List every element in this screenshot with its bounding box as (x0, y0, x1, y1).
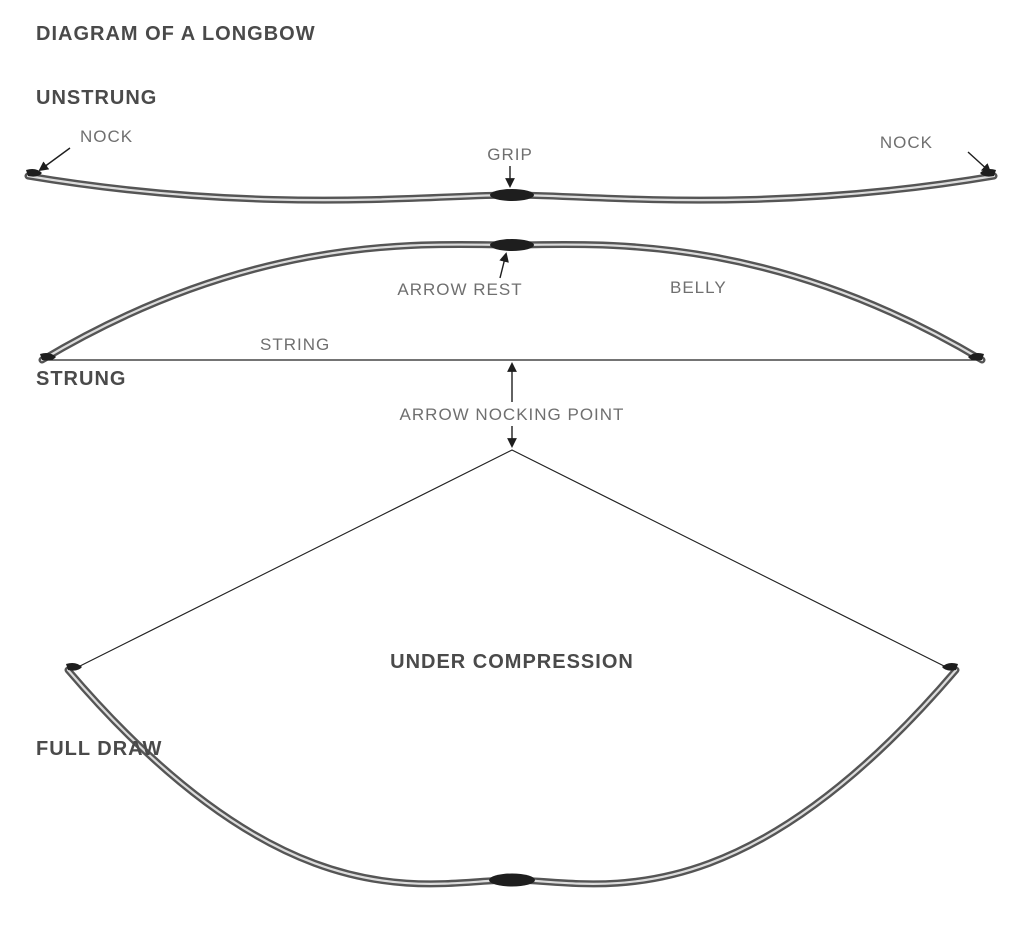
section-unstrung: UNSTRUNG (36, 87, 157, 109)
label-nock-right: NOCK (880, 133, 933, 152)
section-strung: STRUNG (36, 368, 126, 390)
bow-strung (40, 239, 984, 361)
diagram-title: DIAGRAM OF A LONGBOW (36, 23, 316, 45)
label-arrow-nocking-point: ARROW NOCKING POINT (400, 405, 625, 424)
bow-unstrung (26, 169, 996, 201)
label-under-compression: UNDER COMPRESSION (390, 651, 634, 673)
label-belly: BELLY (670, 278, 727, 297)
longbow-diagram: DIAGRAM OF A LONGBOW UNSTRUNG STRUNG FUL… (0, 0, 1024, 948)
label-grip: GRIP (487, 145, 533, 164)
text-layer: DIAGRAM OF A LONGBOW UNSTRUNG STRUNG FUL… (36, 23, 933, 760)
label-string: STRING (260, 335, 330, 354)
section-full-draw: FULL DRAW (36, 738, 162, 760)
label-arrow-rest: ARROW REST (397, 280, 522, 299)
label-nock-left: NOCK (80, 127, 133, 146)
